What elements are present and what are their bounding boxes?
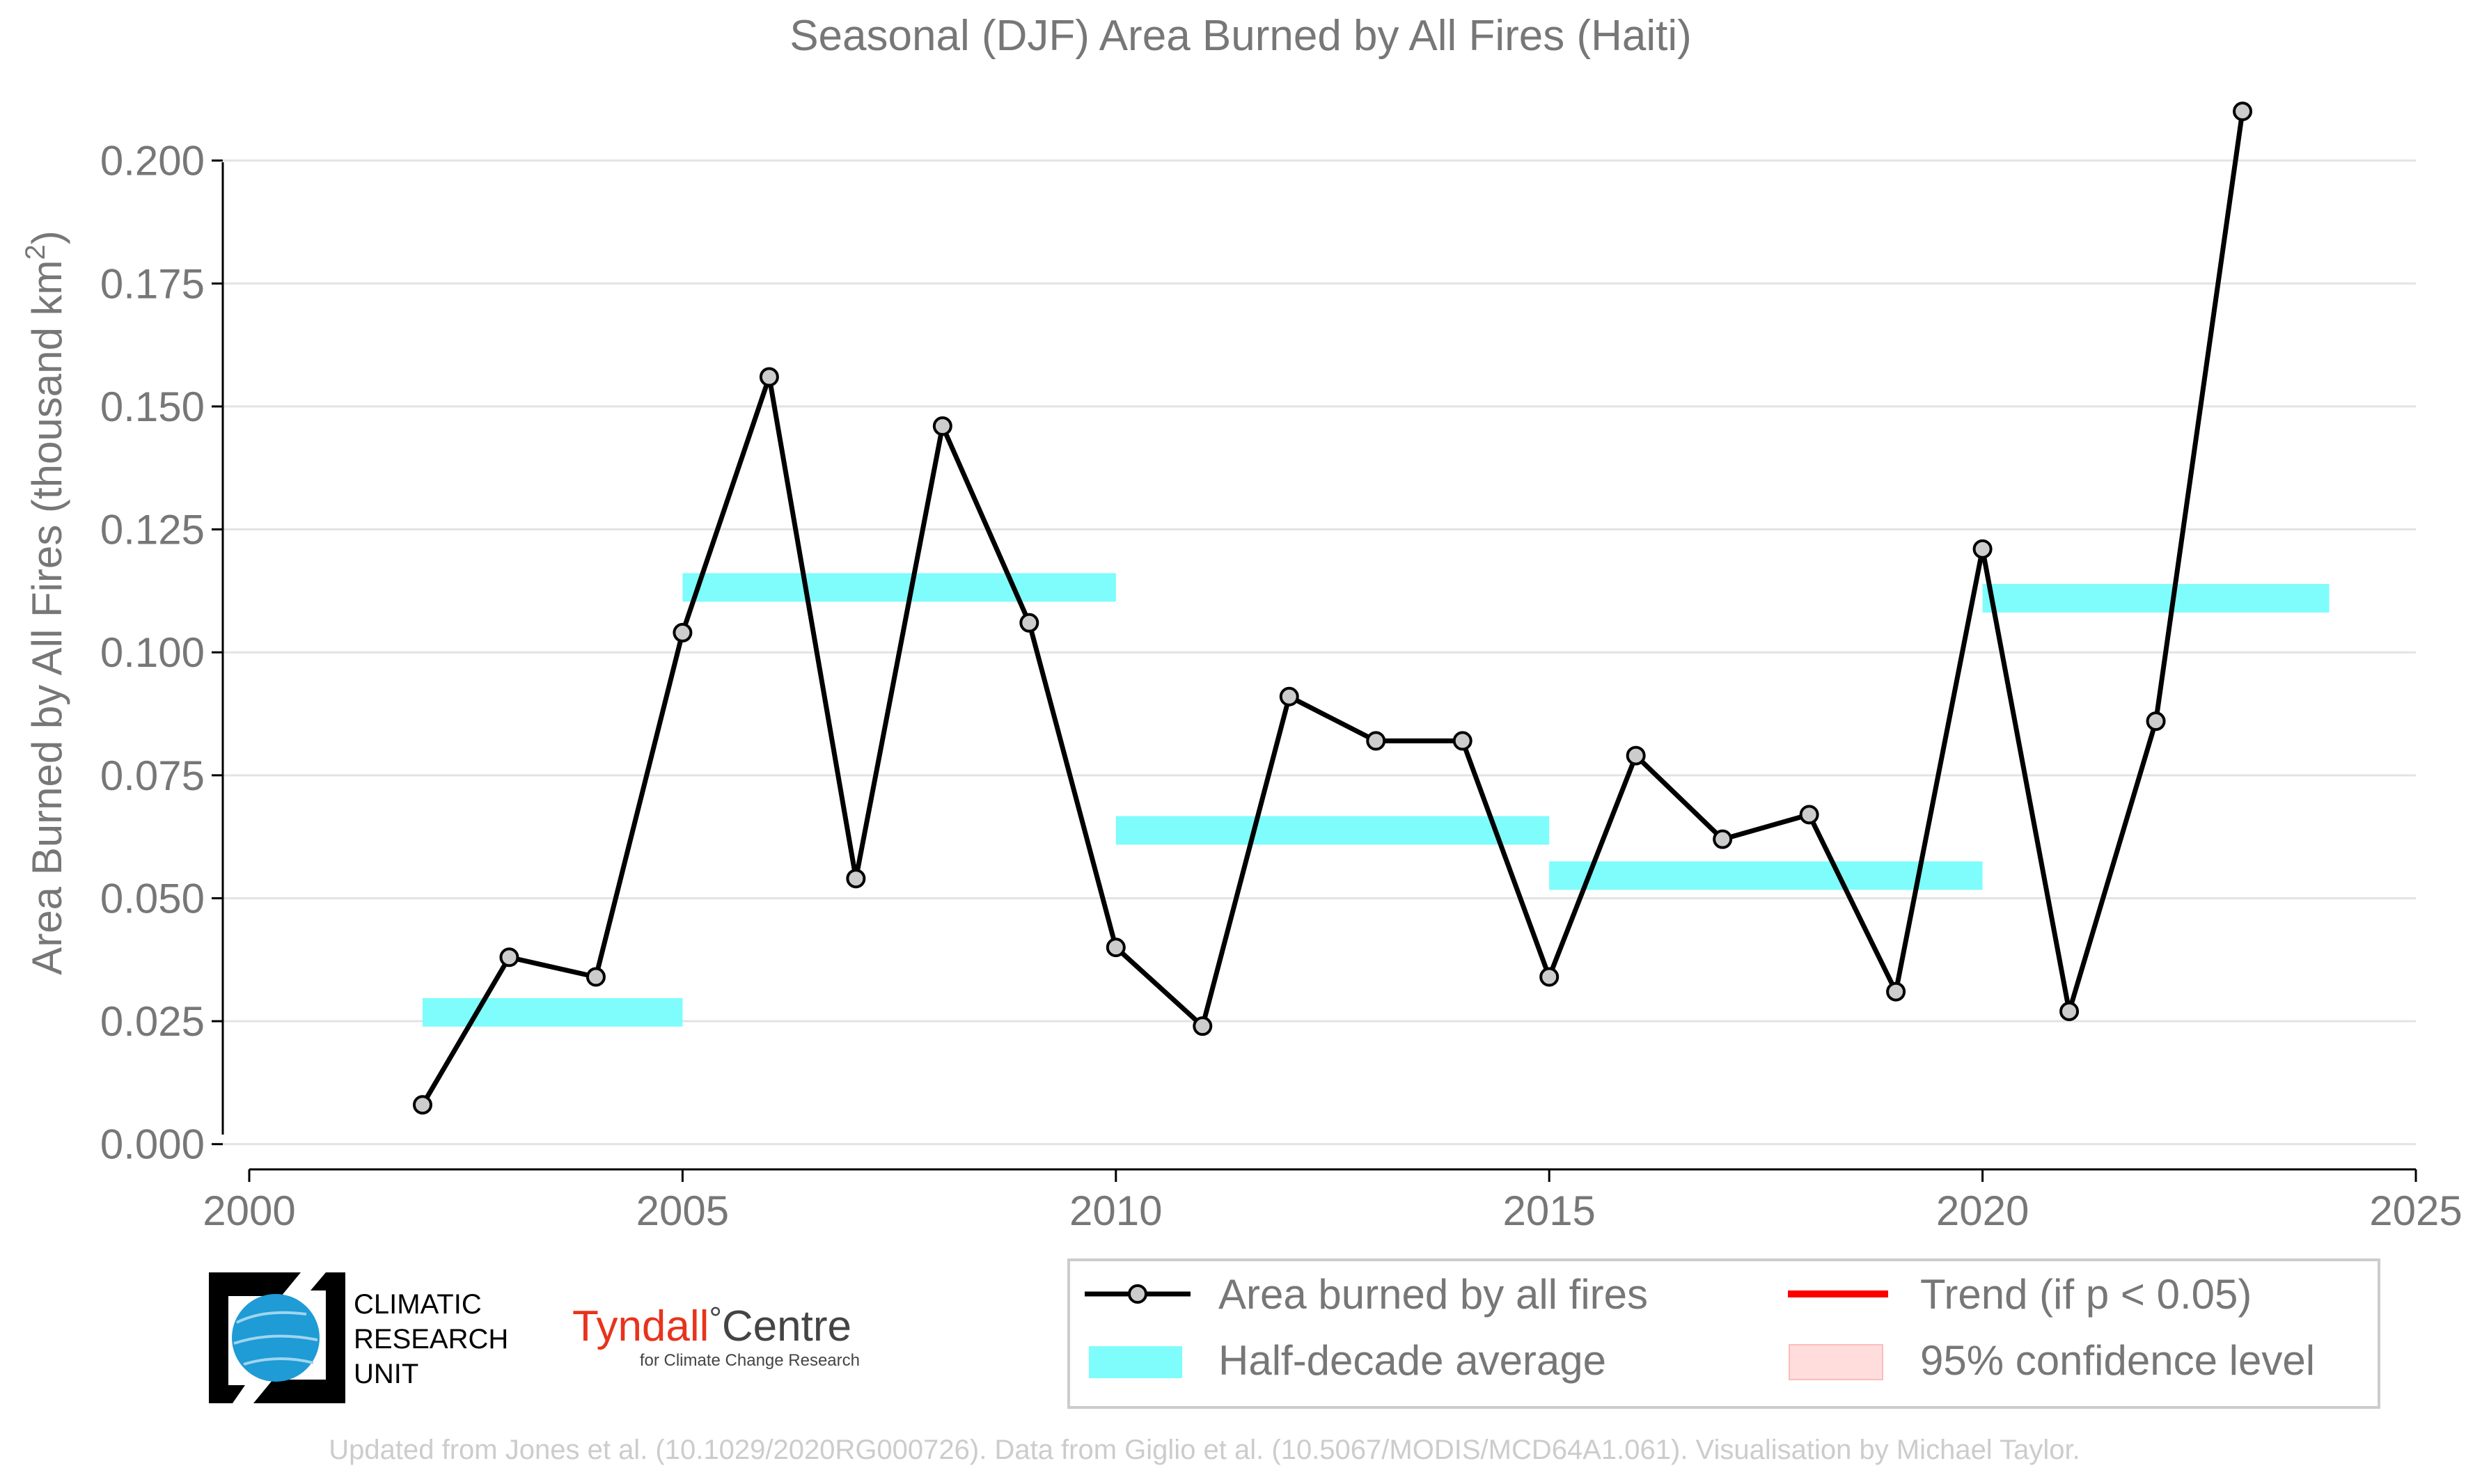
data-point [1539,967,1560,987]
data-point [1106,938,1126,958]
credit-text: Updated from Jones et al. (10.1029/2020R… [329,1435,2080,1465]
x-tick-label: 2005 [636,1187,729,1234]
globe-lines-icon [233,1311,318,1366]
legend: Area burned by all fires Trend (if p < 0… [1067,1258,2380,1409]
series-line [420,111,2245,1106]
legend-ci-swatch [1789,1344,1883,1380]
tyndall-degree: ° [709,1300,721,1336]
data-point [673,622,693,642]
legend-label-trend: Trend (if p < 0.05) [1920,1271,2252,1318]
legend-avg-swatch [1089,1346,1182,1378]
y-tick-label: 0.025 [100,998,205,1045]
data-point [1366,731,1386,751]
y-ticks: 0.000 0.025 0.050 0.075 0.100 0.125 0.150 0.175… [100,138,223,1168]
data-point [1626,745,1646,766]
y-tick-label: 0.150 [100,384,205,430]
legend-label-line: Area burned by all fires [1218,1271,1648,1318]
x-tick-label: 2015 [1502,1187,1595,1234]
series-points [412,102,2253,1115]
y-axis-label-close: ) [24,230,70,244]
y-tick-label: 0.050 [100,875,205,922]
data-point [759,367,779,387]
cru-line1: CLIMATIC [354,1289,482,1320]
y-tick-label: 0.000 [100,1121,205,1168]
data-point [2059,1001,2080,1021]
data-point [1279,686,1299,707]
tyndall-name: Tyndall°Centre [572,1300,851,1350]
x-ticks: 2000 2005 2010 2015 2020 2025 [203,1169,2463,1234]
data-point [1886,981,1906,1002]
tyndall-logo: Tyndall°Centre for Climate Change Resear… [572,1300,860,1370]
y-tick-label: 0.075 [100,752,205,799]
axes [221,162,2416,1171]
cru-line2: RESEARCH [354,1324,508,1355]
cru-logo: CLIMATIC RESEARCH UNIT [209,1272,508,1403]
y-tick-label: 0.100 [100,629,205,676]
cru-frame-right-icon [253,1272,345,1403]
data-point [2146,711,2166,732]
chart-title: Seasonal (DJF) Area Burned by All Fires … [790,12,1692,60]
data-point [2233,102,2253,121]
y-tick-label: 0.200 [100,138,205,184]
y-axis-label-text: Area Burned by All Fires (thousand km [24,260,70,975]
data-point [1019,613,1039,633]
legend-label-avg: Half-decade average [1218,1337,1606,1384]
half-decade-average-bar [1115,816,1550,845]
x-tick-label: 2025 [2369,1187,2462,1234]
series-line-group [420,111,2245,1106]
data-point [1972,539,1993,559]
x-tick-label: 2010 [1069,1187,1162,1234]
cru-line3: UNIT [354,1359,418,1389]
data-point [1799,805,1819,825]
y-axis-label-superscript: 2 [20,244,51,260]
data-point [846,869,866,889]
x-tick-label: 2000 [203,1187,295,1234]
y-tick-label: 0.175 [100,260,205,307]
tyndall-name-left: Tyndall [572,1302,709,1350]
half-decade-average-bar [422,997,683,1027]
half-decade-average-bar [682,573,1116,602]
data-point [412,1095,432,1115]
data-point [1713,829,1733,849]
half-decade-average-bar [1549,861,1983,890]
x-tick-label: 2020 [1936,1187,2029,1234]
half-decade-average-bar [1982,583,2330,613]
gridlines [223,159,2416,1146]
tyndall-tagline: for Climate Change Research [640,1351,860,1370]
data-point [1452,731,1472,751]
data-point [499,947,519,968]
data-point [1193,1016,1213,1036]
legend-box [1067,1258,2380,1409]
legend-label-ci: 95% confidence level [1920,1337,2315,1384]
y-axis-label: Area Burned by All Fires (thousand km2) [20,230,70,974]
data-point [586,967,606,987]
cru-frame-left-icon [209,1272,301,1403]
half-decade-average-bars [422,573,2330,1027]
legend-marker-icon [1128,1284,1147,1304]
tyndall-name-right: Centre [722,1302,851,1350]
y-tick-label: 0.125 [100,507,205,553]
data-point [932,416,952,436]
